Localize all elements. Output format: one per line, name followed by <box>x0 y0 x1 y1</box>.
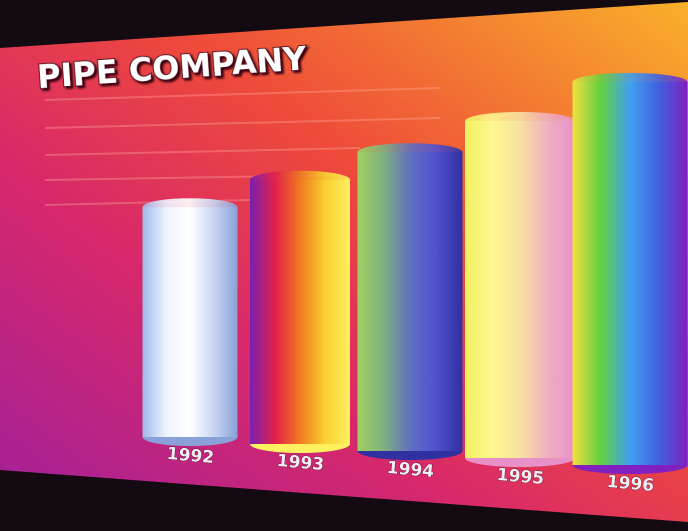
bar <box>465 121 575 458</box>
x-tick-label: 1992 <box>166 444 215 468</box>
bar-top <box>250 171 350 189</box>
x-tick-label: 1993 <box>276 451 325 475</box>
bar <box>573 82 688 465</box>
bar-top <box>573 73 688 91</box>
bar-top <box>358 143 463 161</box>
bar <box>143 207 238 437</box>
bar-top <box>465 112 575 130</box>
x-tick-label: 1995 <box>496 465 545 489</box>
bar-top <box>143 198 238 216</box>
x-tick-label: 1996 <box>606 472 655 496</box>
bar <box>250 180 350 444</box>
chart: PIPE COMPANY 19921993199419951996 <box>0 0 688 531</box>
x-tick-label: 1994 <box>386 458 435 482</box>
bar <box>358 152 463 451</box>
